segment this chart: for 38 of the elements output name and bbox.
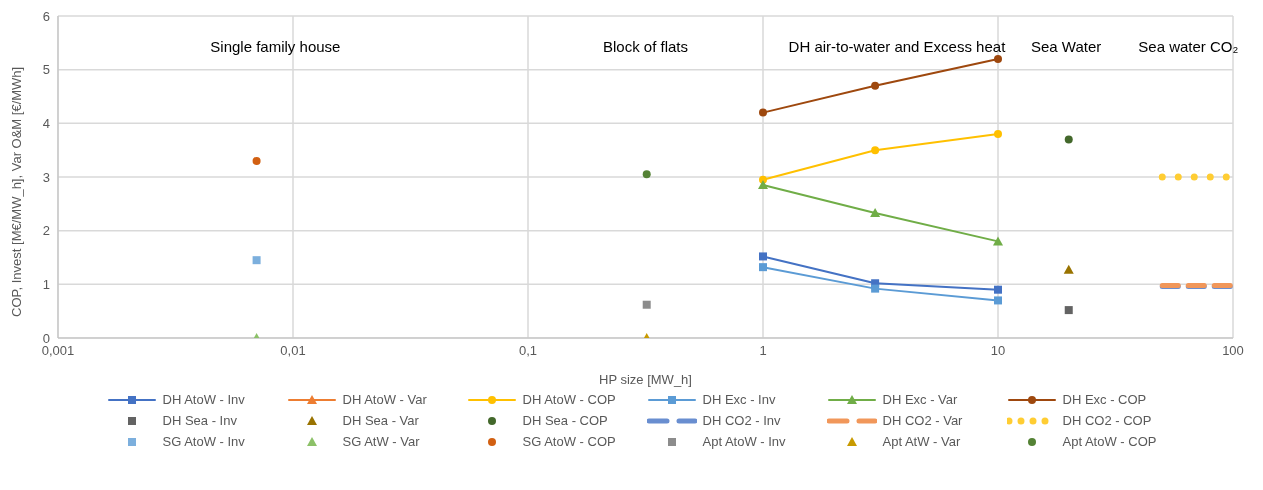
y-tick-label: 4 [42, 115, 50, 131]
legend-label: SG AtW - Var [342, 434, 420, 449]
legend-label: DH AtoW - Inv [162, 392, 245, 407]
legend-label: DH Sea - Inv [162, 413, 237, 428]
y-axis-title: COP, Invest [M€/MW_h], Var O&M [€/MWh] [8, 66, 24, 317]
y-tick-label: 6 [42, 8, 50, 24]
legend-label: DH Sea - Var [342, 413, 419, 428]
annotation: Sea water CO₂ [1138, 38, 1239, 55]
legend-label: SG AtoW - Inv [162, 434, 245, 449]
annotation: Single family house [210, 38, 341, 55]
legend-label: SG AtoW - COP [522, 434, 616, 449]
x-tick-label: 100 [1222, 343, 1244, 359]
y-tick-label: 3 [42, 169, 50, 185]
x-tick-label: 0,001 [41, 343, 75, 359]
legend-label: DH CO2 - COP [1062, 413, 1152, 428]
x-tick-label: 1 [759, 343, 767, 359]
annotation: Block of flats [602, 38, 689, 55]
y-tick-label: 0 [42, 330, 50, 346]
x-tick-label: 10 [990, 343, 1006, 359]
legend-label: DH Exc - COP [1062, 392, 1147, 407]
y-tick-label: 2 [42, 223, 50, 239]
x-tick-label: 0,1 [518, 343, 538, 359]
x-tick-label: 0,01 [280, 343, 306, 359]
legend-label: Apt AtoW - Inv [702, 434, 786, 449]
x-axis-title: HP size [MW_h] [599, 372, 692, 387]
legend-label: DH AtoW - Var [342, 392, 427, 407]
legend-label: DH CO2 - Inv [702, 413, 781, 428]
y-tick-label: 1 [42, 276, 50, 292]
y-tick-label: 5 [42, 62, 50, 78]
legend-label: Apt AtW - Var [882, 434, 961, 449]
legend-label: DH Exc - Inv [702, 392, 776, 407]
legend-label: Apt AtoW - COP [1062, 434, 1157, 449]
legend-label: DH AtoW - COP [522, 392, 616, 407]
legend-label: DH CO2 - Var [882, 413, 963, 428]
annotation: Sea Water [1030, 38, 1102, 55]
annotation: DH air-to-water and Excess heat [788, 38, 1006, 55]
legend-label: DH Sea - COP [522, 413, 608, 428]
legend-label: DH Exc - Var [882, 392, 958, 407]
